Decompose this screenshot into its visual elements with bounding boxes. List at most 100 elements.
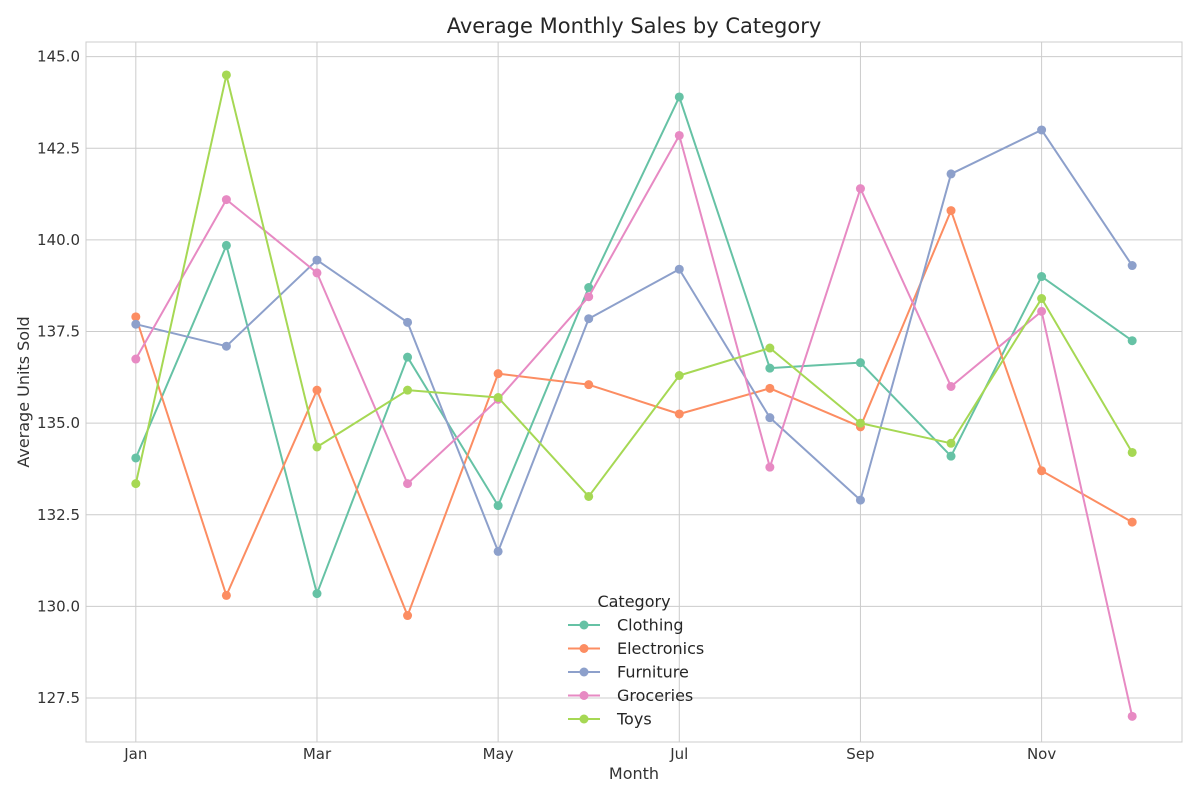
data-point	[674, 264, 684, 274]
legend-label: Toys	[616, 710, 652, 729]
data-point	[493, 392, 503, 402]
series-clothing	[131, 92, 1137, 599]
data-point	[221, 70, 231, 80]
data-point	[312, 442, 322, 452]
x-tick-label: Nov	[1027, 745, 1056, 763]
data-point	[765, 462, 775, 472]
legend-swatch-marker	[579, 620, 589, 630]
series-toys	[131, 70, 1137, 501]
data-point	[493, 546, 503, 556]
y-tick-label: 127.5	[37, 689, 80, 707]
series-line	[134, 73, 1134, 498]
data-point	[1127, 517, 1137, 527]
data-point	[131, 354, 141, 364]
y-tick-label: 135.0	[37, 414, 80, 432]
data-point	[1037, 306, 1047, 316]
data-point	[403, 385, 413, 395]
data-point	[403, 352, 413, 362]
series-line	[134, 134, 1134, 717]
x-tick-label: Jul	[669, 745, 688, 763]
data-point	[674, 130, 684, 140]
data-point	[674, 371, 684, 381]
y-axis-ticks: 127.5 130.0 132.5 135.0 137.5 140.0 142.5 145.0	[37, 48, 80, 707]
data-point	[131, 479, 141, 489]
data-point	[1037, 294, 1047, 304]
data-point	[584, 292, 594, 302]
data-point	[1127, 447, 1137, 457]
data-point	[584, 283, 594, 293]
data-point	[946, 206, 956, 216]
x-tick-label: May	[483, 745, 514, 763]
data-point	[312, 589, 322, 599]
data-point	[855, 418, 865, 428]
data-point	[312, 268, 322, 278]
legend-swatch-marker	[579, 667, 589, 677]
series-line	[134, 209, 1133, 617]
chart-title: Average Monthly Sales by Category	[447, 14, 822, 38]
data-point	[584, 491, 594, 501]
legend-item-toys: Toys	[568, 710, 652, 729]
x-axis-ticks: Jan Mar May Jul Sep Nov	[123, 745, 1056, 763]
data-point	[765, 383, 775, 393]
y-tick-label: 140.0	[37, 231, 80, 249]
series-line	[135, 128, 1134, 553]
legend-swatch-marker	[579, 691, 589, 700]
grid	[86, 42, 1182, 742]
data-point	[131, 453, 141, 463]
data-point	[1037, 125, 1047, 135]
series-layer	[131, 70, 1137, 721]
x-tick-label: Mar	[303, 745, 332, 763]
data-point	[1127, 336, 1137, 346]
data-point	[946, 382, 956, 392]
legend-item-clothing: Clothing	[568, 616, 684, 635]
data-point	[312, 385, 322, 395]
data-point	[221, 341, 231, 351]
data-point	[403, 317, 413, 327]
data-point	[1127, 711, 1137, 721]
y-tick-label: 130.0	[37, 597, 80, 615]
data-point	[403, 611, 413, 621]
legend-swatch-marker	[579, 644, 589, 653]
legend-item-furniture: Furniture	[568, 663, 689, 682]
legend-label: Groceries	[617, 686, 693, 705]
data-point	[855, 358, 865, 368]
legend-title: Category	[597, 592, 670, 611]
y-tick-label: 145.0	[37, 48, 80, 66]
data-point	[855, 495, 865, 505]
x-axis-label: Month	[609, 764, 659, 783]
legend-item-electronics: Electronics	[568, 639, 704, 658]
data-point	[1037, 272, 1047, 282]
data-point	[584, 314, 594, 324]
legend: Category Clothing Electronics Furniture Gro…	[568, 592, 704, 729]
data-point	[674, 92, 684, 102]
x-tick-label: Jan	[123, 745, 147, 763]
data-point	[493, 501, 503, 511]
legend-item-groceries: Groceries	[568, 686, 693, 705]
series-furniture	[131, 125, 1137, 556]
y-tick-label: 132.5	[37, 506, 80, 524]
data-point	[131, 312, 141, 322]
data-point	[1037, 466, 1047, 476]
data-point	[221, 195, 231, 205]
series-line	[134, 95, 1133, 595]
data-point	[131, 319, 141, 329]
data-point	[946, 438, 956, 448]
data-point	[946, 169, 956, 179]
data-point	[674, 409, 684, 419]
data-point	[221, 240, 231, 250]
y-axis-label: Average Units Sold	[14, 316, 33, 467]
legend-swatch-marker	[579, 714, 589, 724]
data-point	[765, 413, 775, 423]
data-point	[584, 380, 594, 390]
data-point	[493, 369, 503, 379]
data-point	[765, 343, 775, 353]
data-point	[765, 363, 775, 373]
data-point	[403, 479, 413, 489]
data-point	[221, 590, 231, 600]
y-tick-label: 142.5	[37, 139, 80, 157]
data-point	[855, 184, 865, 194]
data-point	[312, 255, 322, 265]
x-tick-label: Sep	[846, 745, 874, 763]
